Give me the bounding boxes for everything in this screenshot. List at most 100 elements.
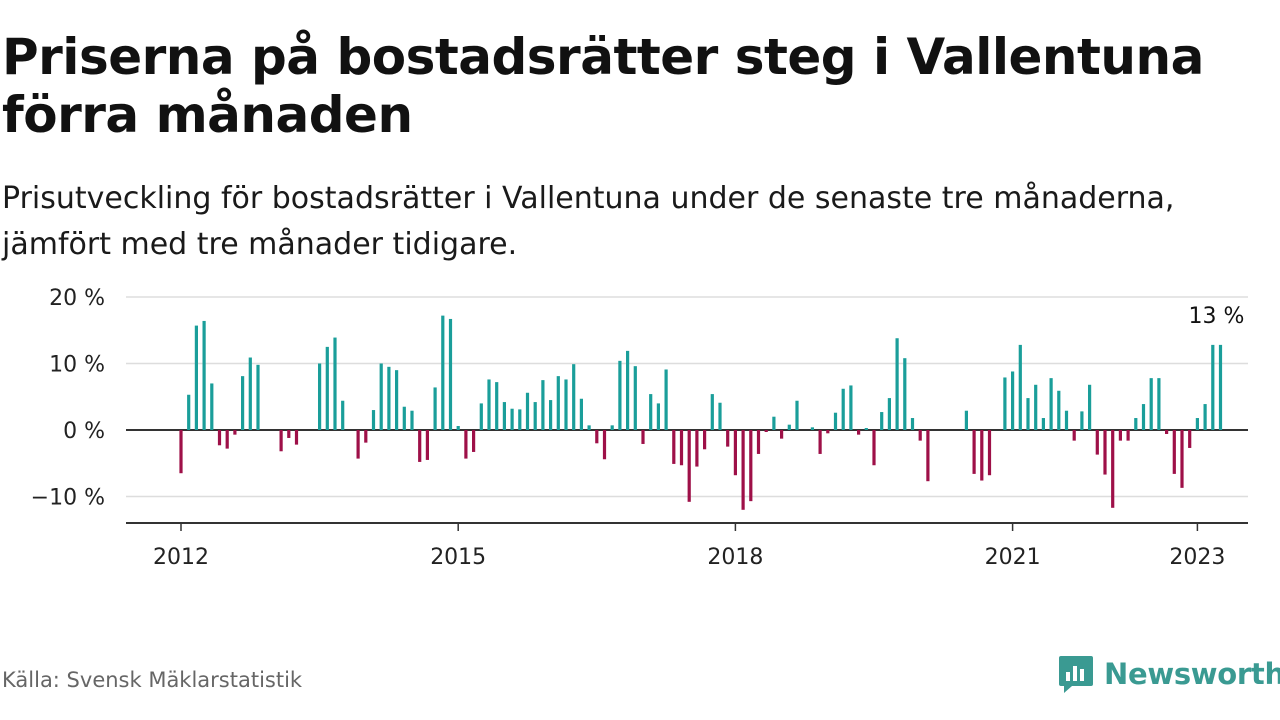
bar — [872, 430, 876, 466]
bar — [656, 403, 660, 430]
x-tick-label: 2012 — [153, 545, 209, 570]
bar — [1180, 430, 1184, 488]
bar — [710, 394, 714, 430]
bar — [425, 430, 429, 460]
price-change-chart: 20 % 10 % 0 % −10 % 2012 2015 2018 2021 2023 13 % — [31, 286, 1248, 570]
bar — [579, 398, 583, 430]
bar — [1111, 430, 1115, 508]
bar — [826, 430, 830, 434]
bar — [179, 430, 183, 474]
bar — [487, 379, 491, 430]
bar — [733, 430, 737, 476]
bar — [864, 428, 868, 430]
bar — [448, 318, 453, 430]
bar — [379, 363, 383, 430]
bar — [679, 430, 684, 466]
bar — [772, 416, 776, 430]
bar — [1072, 430, 1076, 441]
bar — [518, 409, 522, 430]
bar — [479, 403, 483, 430]
bar — [1057, 390, 1061, 430]
bar — [780, 430, 784, 439]
bar — [241, 376, 245, 430]
x-tick-label: 2021 — [985, 545, 1041, 570]
bar — [610, 425, 614, 430]
bar — [718, 402, 722, 430]
bar — [741, 430, 745, 510]
bar — [1203, 404, 1207, 430]
bar — [849, 385, 853, 430]
x-tick-label: 2015 — [430, 545, 486, 570]
bar — [910, 418, 915, 430]
bar — [618, 360, 622, 430]
x-tick-label: 2018 — [707, 545, 763, 570]
bar — [533, 402, 537, 430]
y-tick-label: 10 % — [49, 353, 105, 378]
bar — [556, 376, 560, 430]
bar — [641, 430, 645, 444]
bar — [402, 406, 406, 430]
bar — [572, 364, 576, 430]
bar — [1126, 430, 1130, 441]
bar — [341, 400, 345, 430]
bar — [395, 370, 399, 430]
bar — [333, 337, 337, 430]
bar — [833, 412, 838, 430]
bar — [502, 402, 506, 430]
bar — [256, 364, 260, 430]
bar — [1064, 410, 1069, 430]
bar — [1011, 371, 1015, 430]
bar — [441, 315, 445, 430]
bar — [233, 430, 237, 435]
bar — [1034, 384, 1038, 430]
bar — [510, 408, 514, 430]
bar — [1195, 418, 1199, 430]
bar — [225, 430, 229, 449]
bar — [433, 387, 437, 430]
bar — [1018, 344, 1022, 430]
bar — [764, 430, 768, 432]
bar — [495, 382, 499, 430]
axis-layer: 20 % 10 % 0 % −10 % 2012 2015 2018 2021 2023 13 % — [31, 286, 1248, 570]
bar — [857, 430, 861, 435]
bar — [1103, 430, 1107, 475]
bar — [795, 400, 799, 430]
brand-logo[interactable]: Newsworthy — [1058, 652, 1280, 696]
chart-title: Priserna på bostadsrätter steg i Vallent… — [2, 28, 1204, 144]
bar — [602, 430, 607, 460]
bar — [633, 366, 637, 430]
bar — [887, 398, 891, 430]
bar — [749, 430, 753, 502]
bar — [587, 425, 591, 430]
bar — [972, 430, 976, 474]
bar — [810, 427, 814, 430]
bar — [410, 410, 414, 430]
y-tick-label: 20 % — [49, 286, 105, 311]
bar — [1080, 411, 1084, 430]
bar — [626, 350, 630, 430]
bar — [1041, 418, 1045, 430]
bar — [418, 430, 422, 462]
bar — [880, 412, 884, 430]
bar — [564, 379, 568, 430]
bar — [903, 358, 907, 430]
y-tick-label: −10 % — [31, 486, 105, 511]
bar — [726, 430, 730, 447]
bar — [472, 430, 476, 452]
bar — [1003, 377, 1007, 430]
bar — [248, 357, 252, 430]
bar — [318, 363, 322, 430]
bar — [1165, 430, 1169, 434]
bar — [695, 430, 699, 467]
bar — [649, 394, 653, 430]
bar — [756, 430, 761, 454]
bar — [672, 430, 676, 464]
source-note: Källa: Svensk Mäklarstatistik — [2, 668, 303, 692]
bar — [364, 430, 368, 443]
bar — [664, 369, 668, 430]
bar — [549, 400, 553, 430]
bar — [964, 410, 968, 430]
bar — [987, 430, 992, 476]
bar — [325, 346, 329, 430]
bar — [1149, 378, 1153, 430]
